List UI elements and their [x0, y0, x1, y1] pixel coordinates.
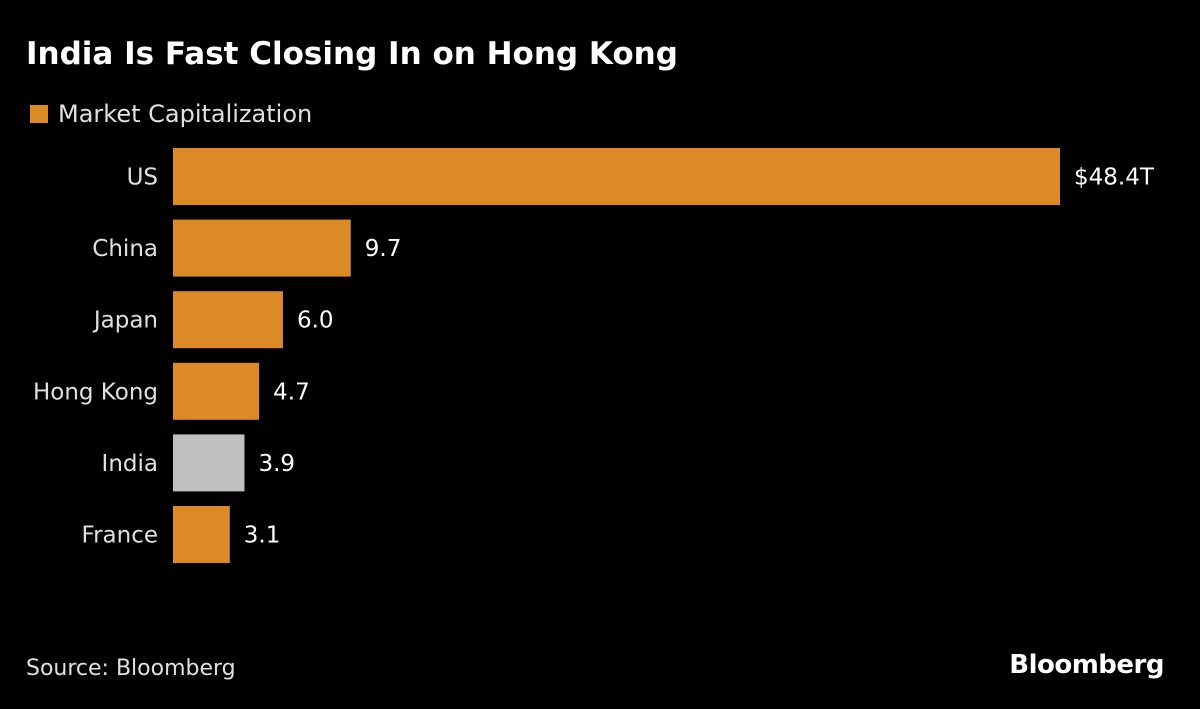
legend: Market Capitalization [30, 100, 312, 128]
category-label: Japan [92, 308, 158, 334]
value-label: 9.7 [365, 236, 402, 262]
value-label: $48.4T [1074, 165, 1155, 191]
category-label: India [102, 451, 158, 477]
source-note: Source: Bloomberg [26, 656, 236, 681]
value-label: 6.0 [297, 308, 334, 334]
bar-us [173, 148, 1060, 205]
bloomberg-logo: Bloomberg [1009, 650, 1164, 680]
category-label: Hong Kong [33, 379, 158, 405]
bar-france [173, 506, 230, 563]
value-label: 4.7 [273, 379, 310, 405]
bar-india [173, 434, 245, 492]
bar-japan [173, 291, 283, 349]
category-label: France [82, 523, 158, 549]
value-label: 3.1 [244, 523, 281, 549]
bar-china [173, 219, 351, 277]
category-label: US [127, 165, 158, 191]
category-label: China [92, 236, 158, 262]
value-label: 3.9 [258, 451, 295, 477]
legend-label: Market Capitalization [58, 100, 313, 128]
chart-title: India Is Fast Closing In on Hong Kong [26, 36, 678, 72]
bar-hong-kong [173, 362, 260, 420]
legend-swatch [30, 105, 48, 123]
